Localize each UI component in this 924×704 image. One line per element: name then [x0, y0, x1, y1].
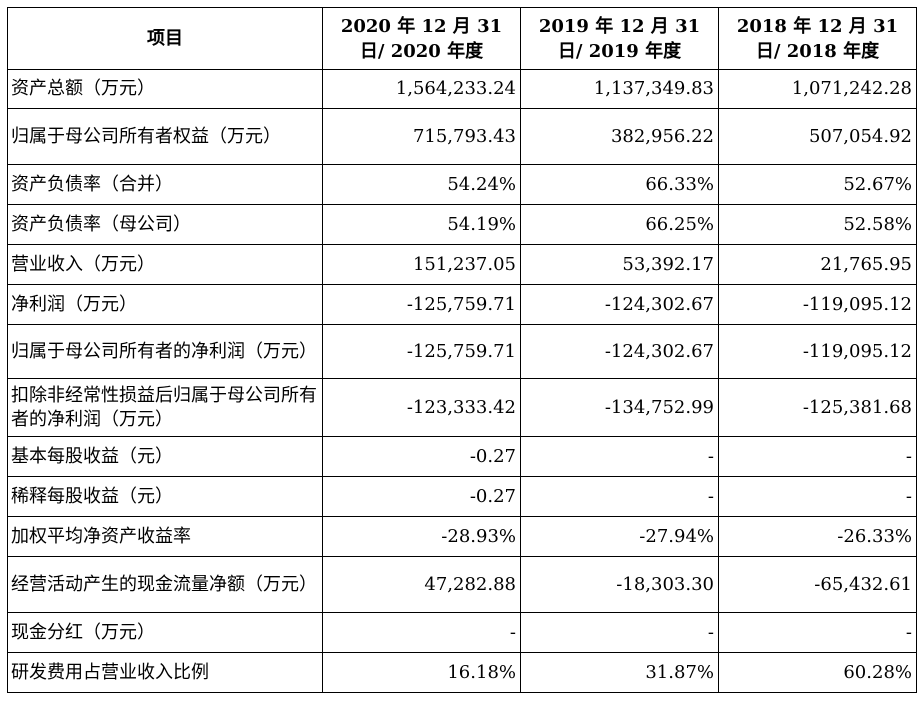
header-2018: 2018 年 12 月 31 日/ 2018 年度: [718, 7, 917, 70]
financial-indicators-table: 项目 2020 年 12 月 31 日/ 2020 年度 2019 年 12 月…: [7, 7, 917, 693]
value-2020: 151,237.05: [322, 244, 521, 285]
value-2019: -124,302.67: [520, 284, 719, 325]
value-2020: 54.24%: [322, 164, 521, 205]
value-2020: -125,759.71: [322, 284, 521, 325]
value-2020: 16.18%: [322, 652, 521, 693]
value-2020: 47,282.88: [322, 556, 521, 613]
table-row: 扣除非经常性损益后归属于母公司所有者的净利润（万元） -123,333.42 -…: [7, 378, 917, 437]
value-2018: 52.67%: [718, 164, 917, 205]
value-2018: -: [718, 436, 917, 477]
value-2019: -: [520, 476, 719, 517]
table-row: 归属于母公司所有者的净利润（万元） -125,759.71 -124,302.6…: [7, 324, 917, 379]
value-2020: 715,793.43: [322, 108, 521, 165]
value-2019: 382,956.22: [520, 108, 719, 165]
table-row: 净利润（万元） -125,759.71 -124,302.67 -119,095…: [7, 284, 917, 325]
value-2019: -18,303.30: [520, 556, 719, 613]
value-2018: 1,071,242.28: [718, 69, 917, 109]
header-item: 项目: [7, 7, 323, 70]
row-label: 经营活动产生的现金流量净额（万元）: [7, 556, 323, 613]
value-2018: -119,095.12: [718, 284, 917, 325]
table-row: 资产负债率（合并） 54.24% 66.33% 52.67%: [7, 164, 917, 205]
value-2018: -26.33%: [718, 516, 917, 557]
row-label: 扣除非经常性损益后归属于母公司所有者的净利润（万元）: [7, 378, 323, 437]
value-2019: 31.87%: [520, 652, 719, 693]
value-2018: -: [718, 476, 917, 517]
value-2019: -124,302.67: [520, 324, 719, 379]
value-2020: -123,333.42: [322, 378, 521, 437]
header-2020: 2020 年 12 月 31 日/ 2020 年度: [322, 7, 521, 70]
value-2018: 507,054.92: [718, 108, 917, 165]
value-2020: 54.19%: [322, 204, 521, 245]
row-label: 归属于母公司所有者的净利润（万元）: [7, 324, 323, 379]
table-row: 营业收入（万元） 151,237.05 53,392.17 21,765.95: [7, 244, 917, 285]
row-label: 营业收入（万元）: [7, 244, 323, 285]
value-2019: 66.25%: [520, 204, 719, 245]
table-row: 经营活动产生的现金流量净额（万元） 47,282.88 -18,303.30 -…: [7, 556, 917, 613]
row-label: 资产负债率（合并）: [7, 164, 323, 205]
row-label: 现金分红（万元）: [7, 612, 323, 653]
value-2018: -119,095.12: [718, 324, 917, 379]
table-row: 归属于母公司所有者权益（万元） 715,793.43 382,956.22 50…: [7, 108, 917, 165]
value-2018: -65,432.61: [718, 556, 917, 613]
header-2019: 2019 年 12 月 31 日/ 2019 年度: [520, 7, 719, 70]
table-row: 研发费用占营业收入比例 16.18% 31.87% 60.28%: [7, 652, 917, 693]
value-2019: -27.94%: [520, 516, 719, 557]
value-2020: -28.93%: [322, 516, 521, 557]
value-2020: -0.27: [322, 436, 521, 477]
table-row: 资产总额（万元） 1,564,233.24 1,137,349.83 1,071…: [7, 69, 917, 109]
row-label: 基本每股收益（元）: [7, 436, 323, 477]
header-row: 项目 2020 年 12 月 31 日/ 2020 年度 2019 年 12 月…: [7, 7, 917, 70]
value-2020: 1,564,233.24: [322, 69, 521, 109]
value-2019: 53,392.17: [520, 244, 719, 285]
row-label: 加权平均净资产收益率: [7, 516, 323, 557]
value-2019: -: [520, 436, 719, 477]
value-2018: 21,765.95: [718, 244, 917, 285]
table-row: 加权平均净资产收益率 -28.93% -27.94% -26.33%: [7, 516, 917, 557]
value-2020: -0.27: [322, 476, 521, 517]
table-row: 现金分红（万元） - - -: [7, 612, 917, 653]
row-label: 资产负债率（母公司）: [7, 204, 323, 245]
row-label: 资产总额（万元）: [7, 69, 323, 109]
row-label: 稀释每股收益（元）: [7, 476, 323, 517]
table-row: 资产负债率（母公司） 54.19% 66.25% 52.58%: [7, 204, 917, 245]
value-2018: -125,381.68: [718, 378, 917, 437]
value-2019: 1,137,349.83: [520, 69, 719, 109]
table-row: 基本每股收益（元） -0.27 - -: [7, 436, 917, 477]
value-2019: 66.33%: [520, 164, 719, 205]
value-2018: 52.58%: [718, 204, 917, 245]
value-2020: -: [322, 612, 521, 653]
row-label: 净利润（万元）: [7, 284, 323, 325]
table-row: 稀释每股收益（元） -0.27 - -: [7, 476, 917, 517]
value-2020: -125,759.71: [322, 324, 521, 379]
row-label: 研发费用占营业收入比例: [7, 652, 323, 693]
value-2019: -: [520, 612, 719, 653]
value-2018: -: [718, 612, 917, 653]
value-2018: 60.28%: [718, 652, 917, 693]
value-2019: -134,752.99: [520, 378, 719, 437]
row-label: 归属于母公司所有者权益（万元）: [7, 108, 323, 165]
